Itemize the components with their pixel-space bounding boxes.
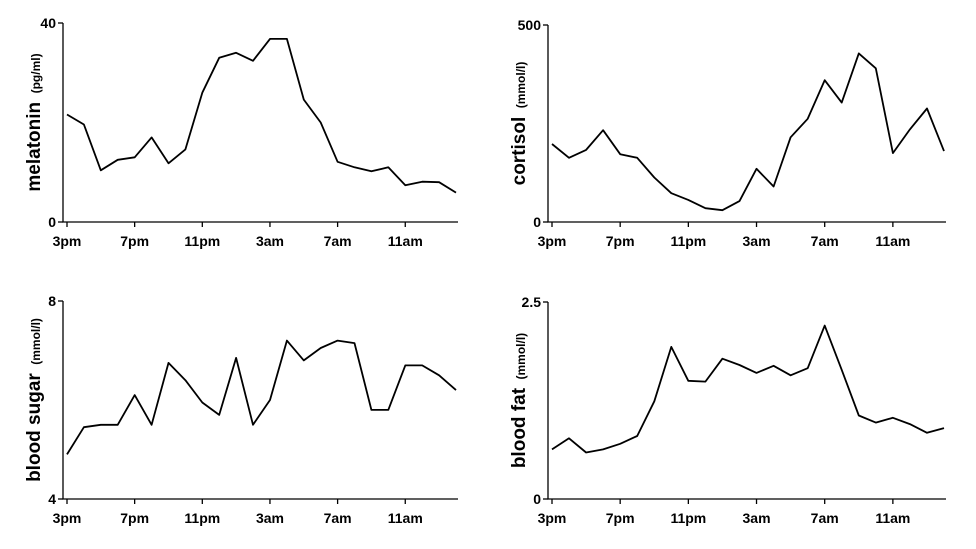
x-tick-label: 11am bbox=[875, 233, 910, 249]
y-axis-label: blood fat (mmol/l) bbox=[509, 333, 530, 468]
x-tick-label: 3pm bbox=[53, 510, 82, 526]
x-tick-label: 3pm bbox=[538, 510, 567, 526]
series-line bbox=[66, 38, 457, 194]
axis-lines bbox=[62, 301, 458, 500]
y-axis-title: cortisol bbox=[509, 117, 530, 186]
ticks bbox=[58, 300, 406, 504]
x-tick-label: 7pm bbox=[120, 233, 149, 249]
axis-lines bbox=[62, 23, 458, 223]
y-axis-unit: (mmol/l) bbox=[29, 318, 43, 365]
ticks bbox=[58, 22, 406, 227]
x-tick-label: 11am bbox=[388, 233, 423, 249]
x-tick-label: 11am bbox=[875, 510, 910, 526]
x-tick-label: 3pm bbox=[53, 233, 82, 249]
chart-panel-blood-fat: 0 2.5 3pm 7pm 11pm 3am 7am 11am blood fa… bbox=[509, 294, 946, 526]
axis-lines bbox=[547, 302, 946, 500]
series-line bbox=[551, 324, 945, 454]
x-tick-label: 3am bbox=[743, 233, 771, 249]
y-tick-label: 40 bbox=[40, 15, 56, 31]
x-tick-label: 7pm bbox=[606, 510, 635, 526]
x-tick-label: 7pm bbox=[120, 510, 149, 526]
x-tick-label: 3pm bbox=[538, 233, 567, 249]
x-tick-label: 11pm bbox=[184, 233, 220, 249]
x-tick-label: 3am bbox=[256, 510, 284, 526]
series-line bbox=[551, 52, 945, 212]
y-tick-label: 0 bbox=[48, 214, 56, 230]
ticks bbox=[543, 301, 894, 504]
y-axis-label: cortisol (mmol/l) bbox=[509, 62, 530, 186]
chart-panel-cortisol: 0 500 3pm 7pm 11pm 3am 7am 11am cortisol… bbox=[509, 17, 946, 249]
chart-panel-melatonin: 0 40 3pm 7pm 11pm 3am 7am 11am melatonin… bbox=[24, 15, 458, 249]
y-tick-label: 8 bbox=[48, 293, 56, 309]
y-axis-unit: (pg/ml) bbox=[29, 53, 43, 93]
y-axis-title: blood fat bbox=[509, 387, 530, 468]
y-axis-unit: (mmol/l) bbox=[514, 333, 528, 380]
series-line bbox=[66, 339, 457, 455]
x-tick-label: 11pm bbox=[670, 510, 706, 526]
y-tick-label: 2.5 bbox=[522, 294, 542, 310]
x-tick-label: 3am bbox=[743, 510, 771, 526]
x-tick-label: 7pm bbox=[606, 233, 635, 249]
y-axis-label: blood sugar (mmol/l) bbox=[24, 318, 45, 482]
y-axis-label: melatonin (pg/ml) bbox=[24, 53, 45, 191]
y-tick-label: 0 bbox=[533, 491, 541, 507]
y-axis-title: melatonin bbox=[24, 102, 45, 192]
y-tick-label: 500 bbox=[518, 17, 542, 33]
chart-panel-blood-sugar: 4 8 3pm 7pm 11pm 3am 7am 11am blood suga… bbox=[24, 293, 458, 526]
y-axis-title: blood sugar bbox=[24, 373, 45, 482]
ticks bbox=[543, 24, 894, 227]
x-tick-label: 7am bbox=[811, 510, 839, 526]
x-tick-label: 7am bbox=[811, 233, 839, 249]
x-tick-label: 7am bbox=[324, 233, 352, 249]
y-tick-label: 4 bbox=[48, 491, 56, 507]
x-tick-label: 3am bbox=[256, 233, 284, 249]
x-tick-label: 7am bbox=[324, 510, 352, 526]
x-tick-label: 11pm bbox=[184, 510, 220, 526]
x-tick-label: 11pm bbox=[670, 233, 706, 249]
x-tick-label: 11am bbox=[388, 510, 423, 526]
y-axis-unit: (mmol/l) bbox=[514, 62, 528, 109]
y-tick-label: 0 bbox=[533, 214, 541, 230]
